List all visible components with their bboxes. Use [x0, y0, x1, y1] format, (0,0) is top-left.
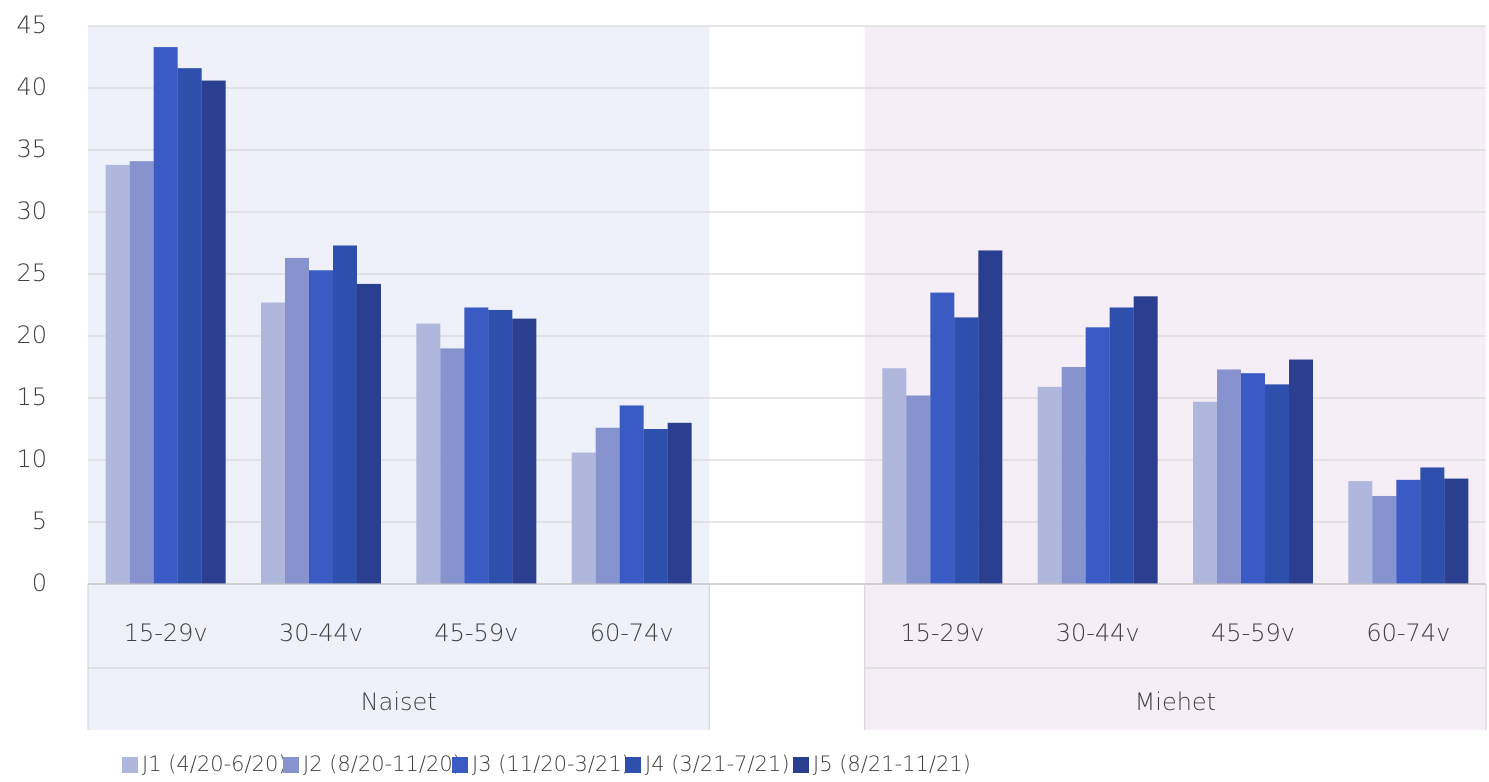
bar — [512, 318, 537, 584]
bar — [153, 47, 178, 584]
bar — [1372, 495, 1397, 584]
y-tick-label: 30 — [16, 197, 47, 225]
legend-label: J2 (8/20-11/20) — [303, 752, 461, 776]
bar — [1265, 384, 1289, 584]
bar — [571, 452, 596, 584]
bar — [357, 283, 381, 584]
bar — [1085, 327, 1110, 584]
bar — [643, 429, 668, 584]
bar — [177, 68, 202, 584]
bar — [285, 257, 309, 584]
bar — [906, 395, 931, 584]
bar — [954, 317, 979, 584]
x-tick-label: 60-74v — [590, 619, 674, 647]
group-label: Naiset — [361, 688, 437, 716]
bar — [978, 250, 1003, 584]
y-tick-label: 10 — [16, 445, 47, 473]
bar — [201, 80, 226, 584]
legend-swatch — [122, 757, 138, 773]
bar — [595, 427, 620, 584]
legend-swatch — [625, 757, 641, 773]
bar — [1420, 467, 1445, 584]
x-tick-label: 15-29v — [124, 619, 208, 647]
x-tick-label: 15-29v — [900, 619, 984, 647]
group-label: Miehet — [1135, 688, 1217, 716]
legend-label: J3 (11/20-3/21) — [472, 752, 630, 776]
y-tick-label: 40 — [16, 73, 47, 101]
bar — [1217, 369, 1241, 584]
bar — [1109, 307, 1134, 584]
bar — [882, 368, 907, 584]
bar — [1348, 481, 1373, 584]
bar — [1289, 359, 1313, 584]
bar — [416, 323, 441, 584]
bar — [1037, 386, 1062, 584]
bar — [1061, 367, 1086, 584]
y-tick-label: 45 — [16, 11, 47, 39]
bar — [105, 164, 130, 584]
bar — [1193, 401, 1217, 584]
legend-label: J1 (4/20-6/20) — [142, 752, 287, 776]
bar — [619, 405, 644, 584]
y-tick-label: 35 — [16, 135, 47, 163]
x-tick-label: 30-44v — [279, 619, 363, 647]
x-tick-label: 60-74v — [1366, 619, 1450, 647]
bar — [1241, 373, 1265, 584]
x-tick-label: 45-59v — [434, 619, 518, 647]
bar — [129, 161, 154, 584]
y-tick-label: 20 — [16, 321, 47, 349]
x-tick-label: 30-44v — [1056, 619, 1140, 647]
legend-swatch — [283, 757, 299, 773]
bar — [667, 422, 692, 584]
legend-label: J5 (8/21-11/21) — [813, 752, 971, 776]
bar — [1444, 478, 1469, 584]
bar — [333, 245, 357, 585]
bar — [1133, 296, 1158, 584]
bar — [1396, 479, 1421, 584]
bar — [440, 348, 465, 584]
bar — [309, 270, 333, 584]
bar — [261, 302, 285, 584]
bar — [488, 309, 513, 584]
x-tick-label: 45-59v — [1211, 619, 1295, 647]
y-tick-label: 5 — [32, 507, 47, 535]
legend-swatch — [793, 757, 809, 773]
y-tick-label: 0 — [32, 569, 47, 597]
legend-swatch — [452, 757, 468, 773]
bar — [930, 292, 955, 584]
y-tick-label: 15 — [16, 383, 47, 411]
bar — [464, 307, 489, 584]
legend-label: J4 (3/21-7/21) — [645, 752, 790, 776]
y-tick-label: 25 — [16, 259, 47, 287]
